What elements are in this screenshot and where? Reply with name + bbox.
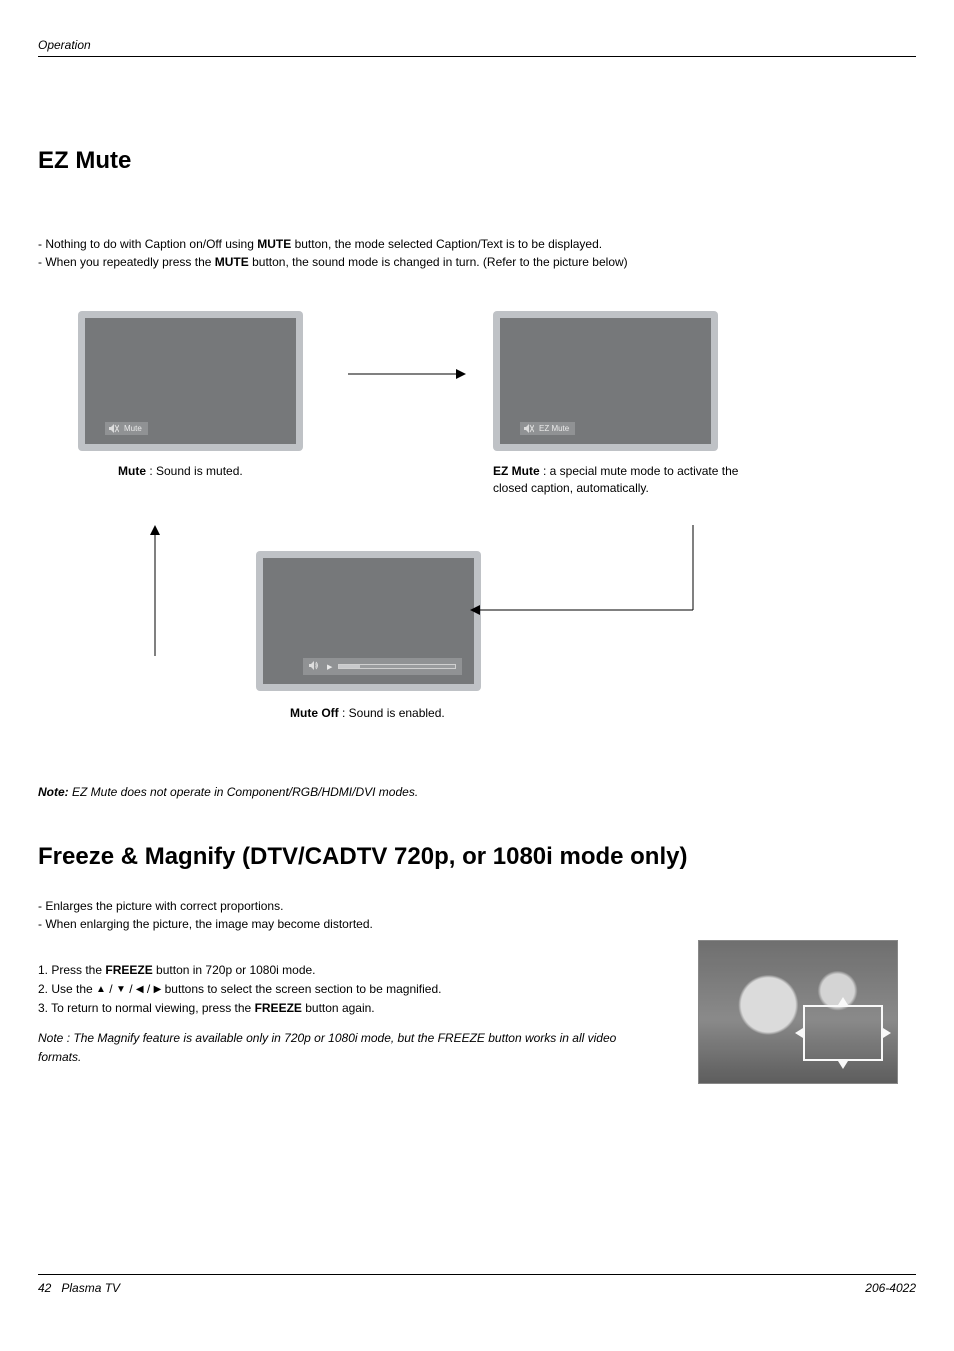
volume-icon <box>309 661 321 672</box>
arrow-up-icon <box>148 523 162 658</box>
ezmute-icon <box>524 424 534 433</box>
magnify-illustration <box>698 940 898 1084</box>
header-section-label: Operation <box>38 38 916 52</box>
step2-b: buttons to select the screen section to … <box>161 982 441 996</box>
freeze-title: Freeze & Magnify (DTV/CADTV 720p, or 108… <box>38 843 916 871</box>
up-arrow-icon: ▲ <box>96 982 106 998</box>
freeze-step-3: 3. To return to normal viewing, press th… <box>38 999 628 1018</box>
step3-a: 3. To return to normal viewing, press th… <box>38 1001 255 1015</box>
footer-rule <box>38 1274 916 1275</box>
freeze-step-1: 1. Press the FREEZE button in 720p or 10… <box>38 961 628 980</box>
left-arrow-icon: ◀ <box>136 982 144 998</box>
freeze-steps: 1. Press the FREEZE button in 720p or 10… <box>38 961 628 1067</box>
volume-value-icon: ▶ <box>327 663 332 671</box>
step2-a: 2. Use the <box>38 982 96 996</box>
freeze-step-2: 2. Use the ▲ / ▼ / ◀ / ▶ buttons to sele… <box>38 980 628 999</box>
ezmute-note: Note: EZ Mute does not operate in Compon… <box>38 785 916 799</box>
caption-mute-bold: Mute <box>118 464 146 478</box>
ezmute-tag-label: EZ Mute <box>539 424 569 433</box>
caption-muteoff-bold: Mute Off <box>290 706 339 720</box>
arrow-down-left-icon <box>468 525 698 615</box>
down-arrow-icon: ▼ <box>116 982 126 998</box>
ezmute-tag: EZ Mute <box>520 422 575 435</box>
page-footer: 42 Plasma TV 206-4022 <box>38 1274 916 1295</box>
footer-left: 42 Plasma TV <box>38 1281 120 1295</box>
caption-muteoff-text: : Sound is enabled. <box>339 706 445 720</box>
caption-ezmute-bold: EZ Mute <box>493 464 540 478</box>
intro-2-suffix: button, the sound mode is changed in tur… <box>249 255 628 269</box>
osd-muteoff: ▶ <box>256 551 481 691</box>
intro-2-bold: MUTE <box>215 255 249 269</box>
freeze-note: Note : The Magnify feature is available … <box>38 1029 628 1067</box>
footer-page-number: 42 <box>38 1281 51 1295</box>
step1-bold: FREEZE <box>105 963 152 977</box>
mute-tag: Mute <box>105 422 148 435</box>
step1-a: 1. Press the <box>38 963 105 977</box>
step3-bold: FREEZE <box>255 1001 302 1015</box>
freeze-intro-1: - Enlarges the picture with correct prop… <box>38 897 916 915</box>
freeze-note-label: Note <box>38 1031 63 1045</box>
sel-left-icon <box>795 1028 803 1038</box>
footer-right: 206-4022 <box>865 1281 916 1295</box>
ezmute-figures: Mute EZ Mute ▶ <box>38 311 916 781</box>
osd-ezmute: EZ Mute <box>493 311 718 451</box>
caption-ezmute: EZ Mute : a special mute mode to activat… <box>493 463 743 497</box>
intro-1-suffix: button, the mode selected Caption/Text i… <box>291 237 602 251</box>
mute-tag-label: Mute <box>124 424 142 433</box>
arrow-right-icon <box>348 367 468 381</box>
header-rule <box>38 56 916 57</box>
magnify-selection-box <box>803 1005 883 1061</box>
magnify-photo <box>698 940 898 1084</box>
osd-muteoff-inner: ▶ <box>263 558 474 684</box>
caption-mute: Mute : Sound is muted. <box>118 463 243 480</box>
footer-left-text: Plasma TV <box>61 1281 120 1295</box>
freeze-intro-2: - When enlarging the picture, the image … <box>38 915 916 933</box>
osd-ezmute-inner: EZ Mute <box>500 318 711 444</box>
ezmute-intro: - Nothing to do with Caption on/Off usin… <box>38 235 916 271</box>
freeze-note-text: : The Magnify feature is available only … <box>38 1031 616 1064</box>
intro-1-prefix: - Nothing to do with Caption on/Off usin… <box>38 237 257 251</box>
step3-b: button again. <box>302 1001 375 1015</box>
freeze-intro: - Enlarges the picture with correct prop… <box>38 897 916 933</box>
mute-icon <box>109 424 119 433</box>
volume-bar-fill <box>339 665 360 668</box>
osd-mute-inner: Mute <box>85 318 296 444</box>
volume-bar <box>338 664 456 669</box>
ezmute-title: EZ Mute <box>38 147 916 175</box>
sel-right-icon <box>883 1028 891 1038</box>
caption-muteoff: Mute Off : Sound is enabled. <box>290 705 445 722</box>
ezmute-note-text: EZ Mute does not operate in Component/RG… <box>69 785 419 799</box>
ezmute-note-label: Note: <box>38 785 69 799</box>
intro-2-prefix: - When you repeatedly press the <box>38 255 215 269</box>
caption-mute-text: : Sound is muted. <box>146 464 243 478</box>
sel-up-icon <box>838 997 848 1005</box>
step1-b: button in 720p or 1080i mode. <box>153 963 316 977</box>
volume-tag: ▶ <box>303 658 462 675</box>
right-arrow-icon: ▶ <box>154 982 162 998</box>
sel-down-icon <box>838 1061 848 1069</box>
intro-1-bold: MUTE <box>257 237 291 251</box>
osd-mute: Mute <box>78 311 303 451</box>
